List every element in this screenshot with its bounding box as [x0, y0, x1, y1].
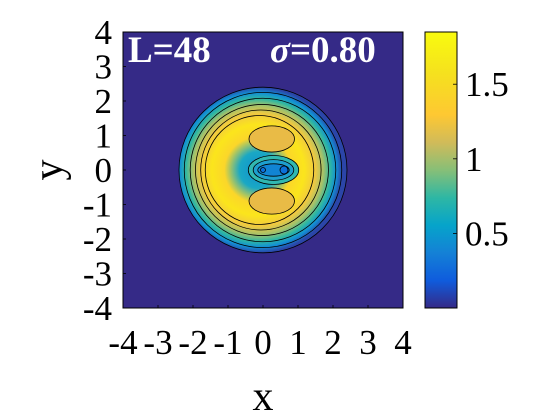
x-tick-label: 1	[289, 323, 307, 362]
colorbar-tick-label: 1.5	[465, 65, 509, 104]
y-tick-label: 3	[95, 48, 113, 87]
colorbar-tick-label: 0.5	[465, 214, 509, 253]
colorbar-tick-label: 1	[465, 140, 483, 179]
x-tick-label: 2	[324, 323, 342, 362]
inner-point-0	[260, 167, 266, 173]
x-tick-label: -4	[108, 323, 137, 362]
contour-layer	[178, 86, 348, 254]
contour-line-4	[200, 109, 322, 231]
contour-line-3	[195, 104, 329, 236]
annotation-sigma: σ=0.80	[270, 30, 376, 71]
annotation-L: L=48	[128, 30, 211, 71]
y-tick-label: -3	[83, 255, 112, 294]
contour-line-5	[204, 115, 315, 225]
sigma-symbol: σ	[270, 30, 291, 71]
contour-line-1	[183, 91, 343, 249]
y-tick-label: -2	[83, 220, 112, 259]
heatmap-layer	[179, 87, 347, 253]
contour-line-2	[189, 97, 337, 243]
x-axis-label: x	[253, 374, 274, 420]
contour-line-0	[178, 86, 348, 254]
y-tick-label: -1	[83, 186, 112, 225]
x-tick-label: -3	[143, 323, 172, 362]
inner-lobe-0	[248, 125, 295, 153]
x-tick-labels: -4 -3 -2 -1 0 1 2 3 4	[108, 305, 412, 362]
y-tick-label: 4	[95, 13, 113, 52]
y-tick-label: 2	[95, 82, 113, 121]
x-tick-label: 3	[359, 323, 377, 362]
x-tick-label: -1	[213, 323, 242, 362]
y-axis-label: y	[26, 160, 72, 181]
inner-lobe-1	[248, 187, 295, 215]
y-tick-label: 0	[95, 151, 113, 190]
x-tick-label: 0	[254, 323, 272, 362]
colorbar	[424, 31, 458, 309]
sigma-value: =0.80	[290, 30, 376, 71]
x-tick-label: 4	[394, 323, 412, 362]
colorbar-ticks: 0.5 1 1.5	[453, 65, 509, 253]
x-tick-label: -2	[178, 323, 207, 362]
y-tick-label: 1	[95, 117, 113, 156]
y-tick-label: -4	[83, 289, 112, 328]
inner-point-1	[279, 165, 289, 175]
